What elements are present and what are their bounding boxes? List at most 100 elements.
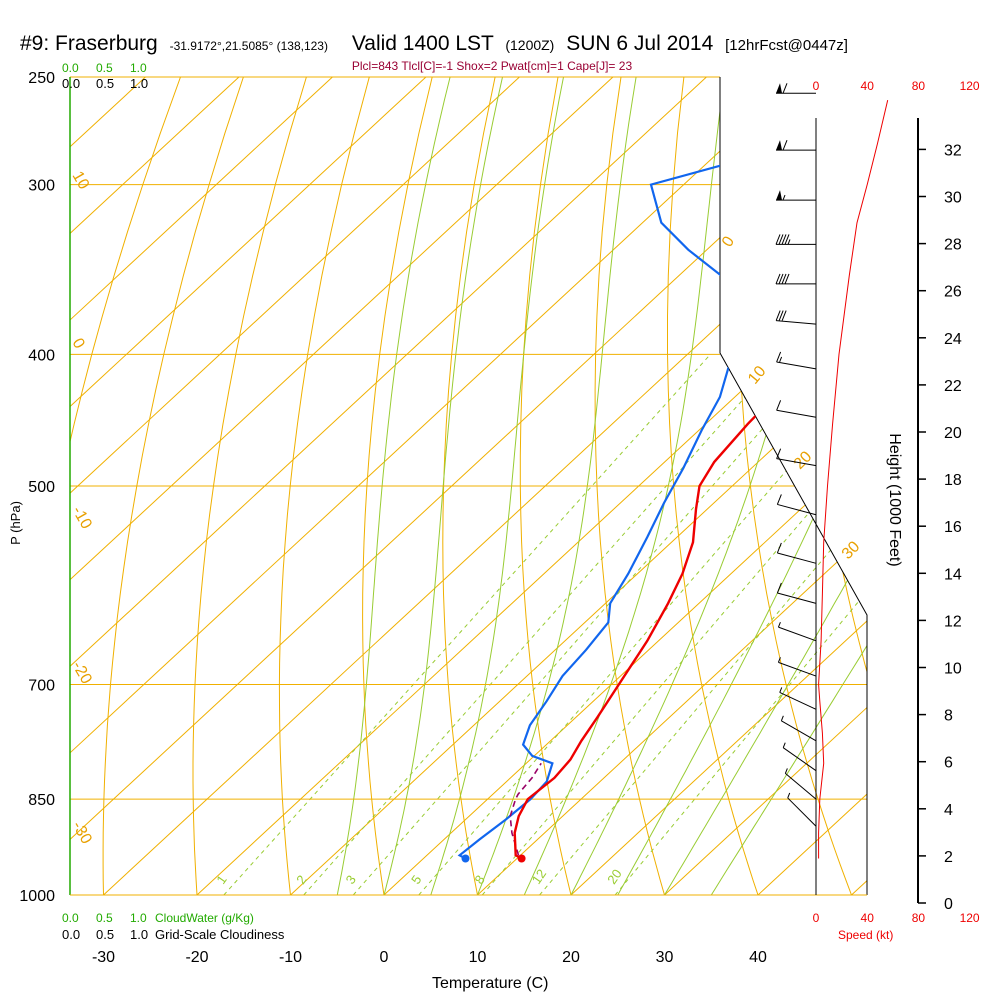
height-tick-label: 8 bbox=[944, 708, 953, 725]
title-zulu: (1200Z) bbox=[505, 37, 554, 53]
wind-barb bbox=[776, 542, 817, 564]
svg-text:#9: Fraserburg -31.9172°,2: #9: Fraserburg -31.9172°,21.5085° (138,1… bbox=[20, 32, 848, 55]
title-station: #9: Fraserburg bbox=[20, 32, 158, 55]
dry-adiabat-line bbox=[519, 77, 572, 895]
adiabat-label: 30 bbox=[839, 538, 864, 563]
pressure-tick-label: 250 bbox=[28, 70, 55, 87]
temperature-tick-label: 40 bbox=[749, 949, 767, 966]
barb-flag bbox=[784, 234, 790, 245]
wind-barb bbox=[776, 139, 816, 151]
speed-tick-top: 80 bbox=[912, 79, 926, 93]
barb-staff bbox=[781, 720, 817, 742]
plot-frame bbox=[69, 76, 868, 896]
mixing-ratio-line bbox=[481, 354, 867, 895]
barb-flag bbox=[778, 273, 784, 285]
barb-half-flag bbox=[784, 768, 788, 774]
speed-tick-top: 0 bbox=[813, 79, 820, 93]
barb-flag bbox=[776, 400, 782, 411]
barb-staff bbox=[776, 458, 817, 467]
barb-pennant bbox=[776, 190, 782, 201]
x-axis-title: Temperature (C) bbox=[432, 975, 548, 992]
wind-barb bbox=[776, 400, 817, 418]
barb-half-flag bbox=[782, 742, 786, 748]
temperature-line bbox=[513, 77, 867, 860]
cloud-water-tick-bottom: 0.5 bbox=[96, 911, 113, 925]
height-tick-label: 12 bbox=[944, 613, 962, 630]
barb-staff bbox=[779, 691, 817, 710]
mixing-ratio-label: 20 bbox=[604, 866, 625, 886]
moist-adiabat-line bbox=[710, 77, 867, 895]
dry-adiabat-line bbox=[278, 77, 370, 895]
wind-barb bbox=[777, 621, 817, 642]
height-tick-label: 4 bbox=[944, 802, 953, 819]
wind-barb bbox=[787, 792, 817, 827]
dry-adiabat-line bbox=[70, 77, 181, 895]
barb-flag bbox=[778, 310, 784, 321]
barb-flag bbox=[781, 234, 787, 245]
y-axis-title: P (hPa) bbox=[8, 501, 23, 545]
wind-barb bbox=[775, 234, 816, 245]
barb-flag bbox=[782, 83, 788, 94]
moist-adiabat-line bbox=[336, 77, 451, 895]
height-tick-label: 30 bbox=[944, 190, 962, 207]
height-tick-label: 18 bbox=[944, 472, 962, 489]
left-edge-label: -20 bbox=[69, 659, 95, 688]
mixing-ratio-label: 5 bbox=[408, 872, 424, 887]
barb-staff bbox=[776, 409, 817, 418]
wind-barb bbox=[776, 351, 817, 370]
adiabat-label: 20 bbox=[791, 448, 816, 473]
speed-tick-bottom: 80 bbox=[912, 911, 926, 925]
dry-adiabat-line bbox=[805, 77, 867, 895]
barb-flag bbox=[776, 448, 782, 459]
dry-adiabat-line bbox=[667, 77, 759, 895]
barb-staff bbox=[776, 320, 817, 325]
plot-right-boundary bbox=[719, 77, 868, 895]
barb-staff bbox=[777, 552, 817, 564]
barb-staff bbox=[787, 797, 817, 827]
isotherm-line bbox=[70, 77, 240, 895]
wind-barb bbox=[776, 190, 816, 201]
moist-adiabat-line bbox=[523, 77, 725, 895]
cloudwater-label: CloudWater (g/Kg) bbox=[155, 911, 254, 925]
barb-flag bbox=[782, 139, 788, 151]
speed-tick-bottom: 40 bbox=[861, 911, 875, 925]
wind-barb bbox=[776, 83, 816, 94]
left-edge-label: 10 bbox=[69, 169, 93, 193]
isotherm-line bbox=[664, 77, 867, 895]
mixing-ratio-label: 3 bbox=[343, 872, 359, 887]
temperature-tick-label: 0 bbox=[380, 949, 389, 966]
pressure-tick-label: 400 bbox=[28, 347, 55, 364]
title-valid: Valid 1400 LST bbox=[352, 32, 494, 55]
cloud-water-tick-top: 0.5 bbox=[96, 61, 113, 75]
moist-adiabat-line bbox=[430, 77, 564, 895]
sounding-traces bbox=[457, 77, 867, 863]
barb-half-flag bbox=[787, 792, 791, 799]
title-date: SUN 6 Jul 2014 bbox=[566, 32, 713, 55]
wind-barb bbox=[776, 448, 817, 467]
wind-barb bbox=[776, 582, 817, 604]
adiabat-label: 0 bbox=[719, 233, 738, 250]
wind-barb bbox=[784, 768, 817, 800]
temperature-tick-label: -20 bbox=[185, 949, 208, 966]
speed-tick-bottom: 0 bbox=[813, 911, 820, 925]
wind-barb bbox=[779, 687, 817, 710]
barb-half-flag bbox=[777, 657, 781, 663]
cloud-water-tick-top: 1.0 bbox=[130, 61, 147, 75]
mixing-ratio-line bbox=[539, 354, 867, 895]
height-tick-label: 32 bbox=[944, 142, 962, 159]
wind-barb bbox=[775, 310, 817, 325]
height-tick-label: 26 bbox=[944, 284, 962, 301]
barb-pennant bbox=[776, 140, 782, 151]
mixing-ratio-line bbox=[303, 353, 784, 895]
title-coords: -31.9172°,21.5085° (138,123) bbox=[170, 39, 328, 53]
pressure-tick-label: 1000 bbox=[19, 888, 55, 905]
barb-flag bbox=[776, 542, 782, 554]
speed-axis-title: Speed (kt) bbox=[838, 928, 893, 942]
barb-staff bbox=[778, 661, 817, 677]
pressure-tick-label: 700 bbox=[28, 678, 55, 695]
pressure-tick-label: 300 bbox=[28, 178, 55, 195]
height-tick-label: 10 bbox=[944, 661, 962, 678]
barb-half-flag bbox=[780, 715, 784, 721]
temperature-tick-label: 10 bbox=[469, 949, 487, 966]
cloudiness-tick-bottom: 0.0 bbox=[62, 927, 80, 942]
